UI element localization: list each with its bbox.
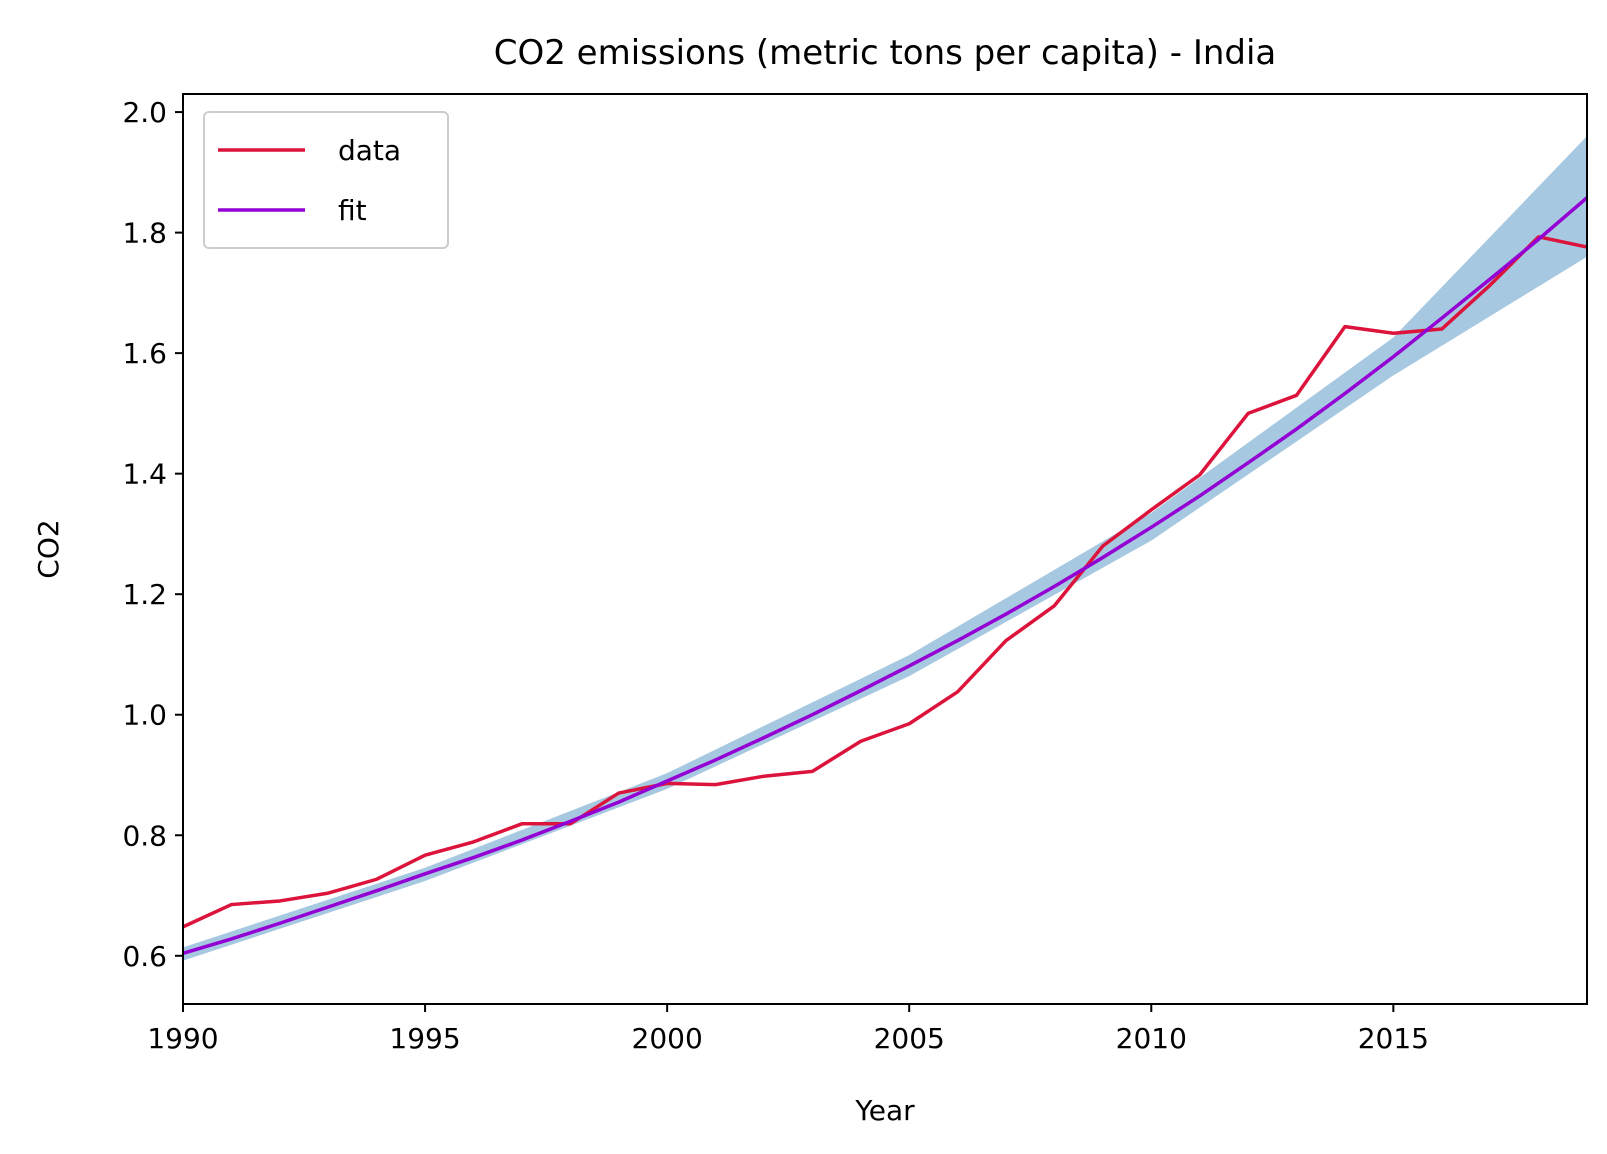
y-tick-label: 0.6 bbox=[122, 940, 167, 973]
legend-label-fit: fit bbox=[338, 194, 367, 227]
series-line-fit bbox=[183, 196, 1587, 956]
series-lines-layer bbox=[183, 196, 1587, 956]
legend-label-data: data bbox=[338, 134, 401, 167]
legend: data fit bbox=[203, 111, 449, 249]
x-axis-label: Year bbox=[854, 1094, 915, 1127]
x-tick-label: 2005 bbox=[874, 1022, 945, 1055]
y-tick-label: 2.0 bbox=[122, 96, 167, 129]
series-line-data bbox=[183, 235, 1587, 929]
plot-frame bbox=[182, 93, 1588, 1005]
x-tick-label: 2015 bbox=[1358, 1022, 1429, 1055]
legend-box bbox=[203, 111, 449, 249]
confidence-band bbox=[183, 136, 1587, 961]
y-tick-label: 0.8 bbox=[122, 819, 167, 852]
chart-title: CO2 emissions (metric tons per capita) -… bbox=[494, 33, 1277, 73]
x-tick-label: 2000 bbox=[632, 1022, 703, 1055]
y-axis-label: CO2 bbox=[32, 519, 65, 578]
axis-ticks-layer: 1990 1995 2000 2005 2010 2015 0.6 0.8 1.0 1.2 1.4 1… bbox=[122, 96, 1429, 1055]
y-tick-label: 1.2 bbox=[122, 578, 167, 611]
x-tick-label: 1995 bbox=[389, 1022, 460, 1055]
x-tick-label: 2010 bbox=[1116, 1022, 1187, 1055]
x-tick-label: 1990 bbox=[147, 1022, 218, 1055]
y-tick-label: 1.0 bbox=[122, 699, 167, 732]
y-tick-label: 1.8 bbox=[122, 217, 167, 250]
y-tick-label: 1.4 bbox=[122, 458, 167, 491]
y-tick-label: 1.6 bbox=[122, 337, 167, 370]
confidence-band-layer bbox=[183, 136, 1587, 961]
